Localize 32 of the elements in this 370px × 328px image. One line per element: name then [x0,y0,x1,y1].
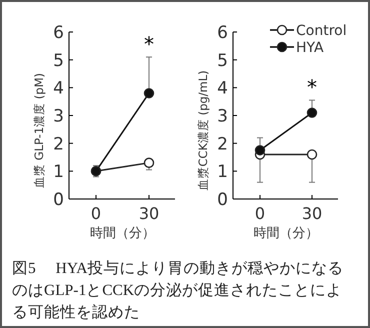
x-tick-label: 0 [90,204,102,223]
y-tick-label: 5 [53,50,64,71]
legend-label: HYA [296,40,324,56]
x-axis-title: 時間（分） [254,226,318,241]
caption: 図5 HYA投与により胃の動きが穏やかになるのはGLP-1とCCKの分泌が促進されたことによる可能性を認めた [12,259,344,321]
y-tick-label: 4 [53,78,64,99]
x-tick-label: 30 [302,204,322,223]
annotation: * [307,75,317,100]
y-tick-label: 2 [53,134,64,154]
y-tick-label: 1 [217,162,228,182]
point [306,149,318,160]
y-tick-label: 2 [217,134,228,154]
y-tick-label: 4 [217,78,228,99]
y-tick-label: 3 [53,106,64,126]
y-tick-label: 0 [53,190,64,210]
y-axis-title: 血漿 GLP-1濃度 (pM) [32,73,46,188]
point [254,145,266,156]
y-tick-label: 5 [217,50,228,71]
y-tick-label: 6 [217,23,228,43]
point [144,158,154,168]
point [144,88,154,98]
legend-label: Control [296,23,347,39]
annotation: * [144,32,154,56]
y-axis-title: 血漿CCK濃度 (pg/mL) [196,70,210,191]
point [306,108,318,118]
y-tick-label: 0 [217,190,228,210]
x-tick-label: 0 [254,204,266,223]
x-axis-title: 時間（分） [90,226,155,241]
y-tick-label: 1 [53,162,64,182]
y-tick-label: 6 [53,23,64,43]
x-tick-label: 30 [138,204,160,223]
y-tick-label: 3 [217,106,228,126]
